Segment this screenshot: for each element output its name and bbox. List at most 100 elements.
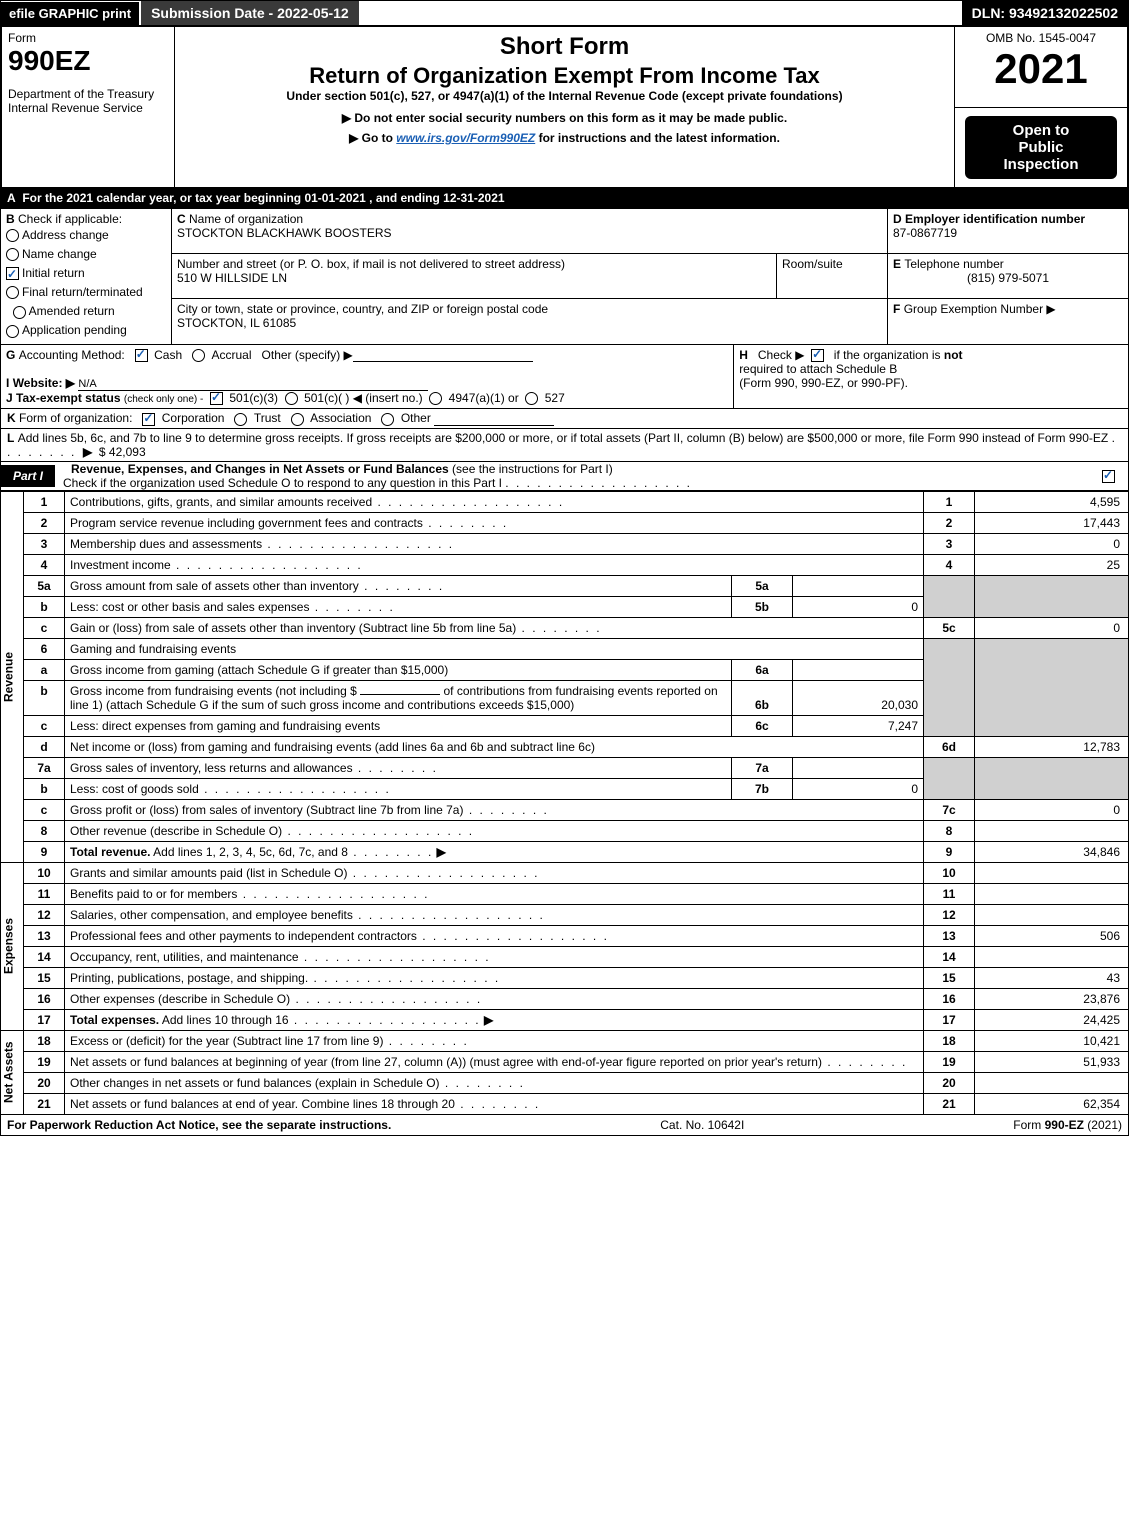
line-11: 11 Benefits paid to or for members 11: [1, 883, 1129, 904]
ein-value: 87-0867719: [893, 226, 957, 240]
vlabel-netassets: Net Assets: [1, 1030, 24, 1114]
l21-dots: [455, 1097, 540, 1111]
page-footer: For Paperwork Reduction Act Notice, see …: [0, 1115, 1129, 1136]
section-i-label: I: [6, 376, 9, 390]
chk-cash[interactable]: [135, 349, 148, 362]
lbl-initial-return: Initial return: [22, 266, 85, 280]
part-i-header: Part I Revenue, Expenses, and Changes in…: [0, 462, 1129, 491]
l6b-subamt: 20,030: [793, 680, 924, 715]
l15-desc: Printing, publications, postage, and shi…: [70, 971, 308, 985]
form-number: 990EZ: [8, 45, 168, 77]
section-k-label: K: [7, 411, 16, 425]
l18-desc: Excess or (deficit) for the year (Subtra…: [70, 1034, 383, 1048]
line-7c: c Gross profit or (loss) from sales of i…: [1, 799, 1129, 820]
l14-dots: [299, 950, 491, 964]
l12-dots: [353, 908, 545, 922]
l9-num: 9: [24, 841, 65, 862]
line-5c: c Gain or (loss) from sale of assets oth…: [1, 617, 1129, 638]
chk-final-return[interactable]: [6, 286, 19, 299]
l16-num: 16: [24, 988, 65, 1009]
subtitle: Under section 501(c), 527, or 4947(a)(1)…: [181, 89, 948, 103]
street-label: Number and street (or P. O. box, if mail…: [177, 257, 565, 271]
footer-form-year: (2021): [1084, 1118, 1122, 1132]
l2-desc: Program service revenue including govern…: [70, 516, 423, 530]
chk-application-pending[interactable]: [6, 325, 19, 338]
org-name: STOCKTON BLACKHAWK BOOSTERS: [177, 226, 392, 240]
l21-amt: 62,354: [975, 1093, 1129, 1114]
l6d-desc: Net income or (loss) from gaming and fun…: [70, 740, 595, 754]
chk-501c[interactable]: [285, 392, 298, 405]
line-19: 19 Net assets or fund balances at beginn…: [1, 1051, 1129, 1072]
efile-label[interactable]: efile GRAPHIC print: [1, 2, 139, 25]
chk-accrual[interactable]: [192, 349, 205, 362]
telephone-value: (815) 979-5071: [893, 271, 1123, 285]
irs-link[interactable]: www.irs.gov/Form990EZ: [396, 131, 535, 145]
lbl-corporation: Corporation: [162, 411, 225, 425]
l16-dots: [290, 992, 482, 1006]
notice-pre: ▶ Go to: [349, 131, 396, 145]
notice-post: for instructions and the latest informat…: [535, 131, 780, 145]
l17-amt: 24,425: [975, 1009, 1129, 1030]
chk-other-org[interactable]: [381, 413, 394, 426]
section-h-not: not: [944, 348, 963, 362]
chk-schedule-o-part-i[interactable]: [1102, 470, 1115, 483]
l5a-desc: Gross amount from sale of assets other t…: [70, 579, 359, 593]
chk-schedule-b[interactable]: [811, 349, 824, 362]
section-l-text: Add lines 5b, 6c, and 7b to line 9 to de…: [18, 431, 1109, 445]
l15-amt: 43: [975, 967, 1129, 988]
chk-4947[interactable]: [429, 392, 442, 405]
l7a-num: 7a: [24, 757, 65, 778]
l20-desc: Other changes in net assets or fund bala…: [70, 1076, 440, 1090]
section-l-label: L: [7, 431, 14, 445]
section-h-text4: required to attach Schedule B: [739, 362, 897, 376]
chk-association[interactable]: [291, 413, 304, 426]
line-4: 4 Investment income 4 25: [1, 554, 1129, 575]
chk-address-change[interactable]: [6, 229, 19, 242]
chk-501c3[interactable]: [210, 392, 223, 405]
l10-box: 10: [924, 862, 975, 883]
submission-date: Submission Date - 2022-05-12: [139, 1, 359, 25]
l9-desc2: Add lines 1, 2, 3, 4, 5c, 6d, 7c, and 8: [153, 845, 348, 859]
lbl-527: 527: [545, 391, 565, 405]
l10-dots: [347, 866, 539, 880]
l7a-sub: 7a: [732, 757, 793, 778]
l6b-blank[interactable]: [360, 694, 440, 695]
chk-trust[interactable]: [234, 413, 247, 426]
l11-num: 11: [24, 883, 65, 904]
chk-527[interactable]: [525, 392, 538, 405]
l2-num: 2: [24, 512, 65, 533]
l18-num: 18: [24, 1030, 65, 1051]
chk-name-change[interactable]: [6, 248, 19, 261]
line-13: 13 Professional fees and other payments …: [1, 925, 1129, 946]
l1-dots: [372, 495, 564, 509]
l4-dots: [171, 558, 363, 572]
l2-box: 2: [924, 512, 975, 533]
l3-dots: [262, 537, 454, 551]
l7b-desc: Less: cost of goods sold: [70, 782, 199, 796]
section-c-name-label: Name of organization: [189, 212, 303, 226]
other-method-blank[interactable]: [353, 349, 533, 362]
open-line2: Public: [971, 139, 1111, 156]
lbl-application-pending: Application pending: [22, 323, 127, 337]
section-c-label: C: [177, 212, 186, 226]
l1-num: 1: [24, 491, 65, 512]
line-6d: d Net income or (loss) from gaming and f…: [1, 736, 1129, 757]
l19-box: 19: [924, 1051, 975, 1072]
footer-form-num: 990-EZ: [1045, 1118, 1084, 1132]
chk-initial-return[interactable]: [6, 267, 19, 280]
lbl-association: Association: [310, 411, 371, 425]
l5c-box: 5c: [924, 617, 975, 638]
l4-box: 4: [924, 554, 975, 575]
l5b-dots: [309, 600, 394, 614]
l6d-box: 6d: [924, 736, 975, 757]
l6b-sub: 6b: [732, 680, 793, 715]
l14-num: 14: [24, 946, 65, 967]
other-org-blank[interactable]: [434, 413, 554, 426]
chk-corporation[interactable]: [142, 413, 155, 426]
dept-treasury: Department of the Treasury: [8, 87, 168, 101]
l4-num: 4: [24, 554, 65, 575]
l13-dots: [417, 929, 609, 943]
l5b-subamt: 0: [793, 596, 924, 617]
chk-amended-return[interactable]: [13, 306, 26, 319]
top-bar-left: efile GRAPHIC print Submission Date - 20…: [1, 1, 359, 25]
